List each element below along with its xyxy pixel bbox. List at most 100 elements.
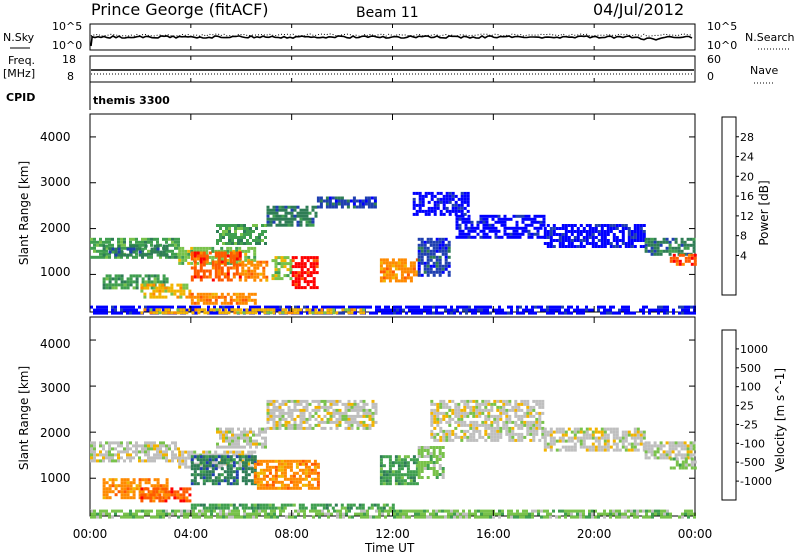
heatmap-cell	[138, 481, 142, 485]
heatmap-cell	[612, 245, 616, 248]
heatmap-cell	[535, 411, 539, 415]
heatmap-cell	[211, 467, 215, 471]
heatmap-cell	[273, 509, 276, 513]
heatmap-cell	[308, 411, 312, 415]
heatmap-cell	[493, 402, 497, 406]
heatmap-cell	[521, 232, 525, 236]
heatmap-cell	[309, 274, 313, 278]
heatmap-cell	[232, 503, 236, 507]
heatmap-cell	[491, 223, 495, 227]
heatmap-cell	[205, 257, 209, 261]
heatmap-cell	[126, 253, 130, 257]
heatmap-cell	[465, 311, 468, 315]
heatmap-cell	[371, 405, 375, 409]
heatmap-cell	[549, 433, 553, 437]
heatmap-cell	[524, 223, 528, 227]
heatmap-cell	[223, 275, 227, 279]
heatmap-cell	[288, 305, 291, 309]
heatmap-cell	[375, 308, 378, 312]
heatmap-cell	[483, 515, 486, 519]
heatmap-cell	[435, 243, 439, 247]
heatmap-cell	[307, 468, 311, 472]
heatmap-cell	[660, 512, 663, 516]
heatmap-cell	[561, 242, 565, 245]
heatmap-cell	[216, 230, 219, 233]
heatmap-cell	[527, 235, 531, 239]
heatmap-cell	[361, 205, 365, 209]
heatmap-cell	[249, 242, 252, 245]
heatmap-cell	[305, 211, 309, 215]
heatmap-cell	[234, 227, 237, 230]
heatmap-cell	[335, 311, 339, 315]
heatmap-cell	[237, 305, 240, 309]
heatmap-cell	[241, 506, 245, 510]
heatmap-cell	[573, 236, 577, 239]
heatmap-cell	[219, 224, 222, 227]
heatmap-cell	[176, 295, 180, 299]
heatmap-cell	[205, 461, 209, 465]
heatmap-cell	[461, 232, 465, 236]
heatmap-cell	[470, 220, 474, 224]
heatmap-cell	[239, 308, 243, 312]
heatmap-cell	[312, 305, 315, 309]
heatmap-cell	[223, 257, 227, 261]
heatmap-cell	[269, 217, 273, 221]
heatmap-cell	[675, 460, 679, 464]
heatmap-cell	[222, 242, 225, 245]
heatmap-cell	[108, 496, 112, 500]
heatmap-cell	[444, 237, 448, 241]
heatmap-cell	[243, 515, 246, 519]
heatmap-cell	[126, 305, 129, 309]
heatmap-cell	[441, 473, 445, 476]
heatmap-cell	[415, 464, 419, 468]
heatmap-cell	[305, 405, 309, 409]
heatmap-cell	[561, 427, 565, 431]
heatmap-cell	[232, 275, 236, 279]
heatmap-cell	[429, 267, 433, 271]
heatmap-cell	[315, 512, 318, 516]
heatmap-cell	[93, 311, 96, 315]
heatmap-cell	[484, 399, 488, 403]
heatmap-cell	[494, 220, 498, 224]
heatmap-cell	[644, 441, 648, 445]
heatmap-cell	[633, 230, 637, 233]
heatmap-cell	[219, 227, 222, 230]
heatmap-cell	[229, 473, 233, 477]
heatmap-cell	[108, 240, 111, 244]
heatmap-cell	[295, 462, 299, 466]
heatmap-cell	[285, 305, 288, 309]
heatmap-cell	[141, 249, 144, 253]
heatmap-cell	[426, 249, 430, 253]
heatmap-cell	[150, 255, 153, 259]
heatmap-cell	[469, 411, 473, 415]
heatmap-cell	[111, 490, 115, 494]
heatmap-cell	[454, 420, 458, 424]
heatmap-cell	[244, 467, 248, 471]
heatmap-cell	[315, 286, 319, 290]
heatmap-cell	[426, 449, 430, 452]
heatmap-cell	[687, 512, 690, 516]
heatmap-cell	[165, 484, 169, 488]
heatmap-cell	[690, 305, 693, 309]
heatmap-cell	[466, 414, 470, 418]
heatmap-cell	[353, 417, 357, 421]
heatmap-cell	[379, 279, 383, 283]
heatmap-cell	[290, 220, 294, 224]
heatmap-cell	[379, 461, 383, 465]
heatmap-cell	[264, 230, 267, 233]
heatmap-cell	[214, 476, 218, 480]
heatmap-cell	[594, 515, 597, 519]
heatmap-cell	[278, 220, 282, 224]
heatmap-cell	[454, 414, 458, 418]
heatmap-cell	[284, 423, 288, 427]
heatmap-cell	[235, 461, 239, 465]
heatmap-cell	[117, 247, 121, 251]
heatmap-cell	[541, 426, 545, 430]
heatmap-cell	[415, 203, 419, 207]
heatmap-cell	[341, 308, 345, 312]
heatmap-cell	[241, 470, 245, 474]
heatmap-cell	[161, 286, 165, 290]
heatmap-cell	[340, 205, 344, 209]
heatmap-cell	[540, 305, 543, 309]
heatmap-cell	[500, 235, 504, 239]
